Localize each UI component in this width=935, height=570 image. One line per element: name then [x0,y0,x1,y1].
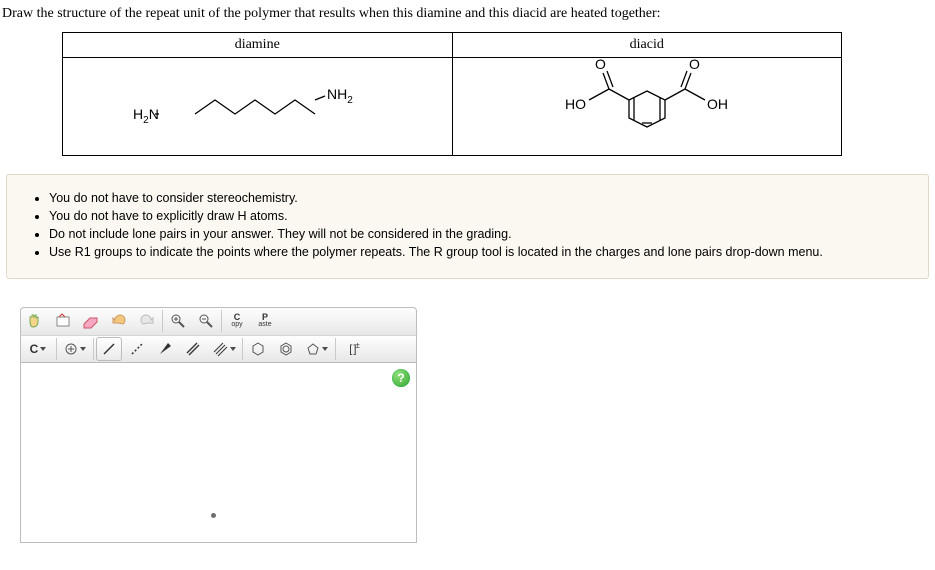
separator [93,338,94,360]
instructions-box: You do not have to consider stereochemis… [6,174,929,279]
instruction-item: You do not have to consider stereochemis… [49,189,916,207]
triple-bond-tool[interactable] [208,337,240,361]
bracket-icon: [ ]± [349,341,359,356]
monomer-table: diamine diacid H2N NH2 [62,32,842,156]
svg-text:O: O [595,56,606,72]
undo-tool[interactable] [106,309,132,333]
question-text: Draw the structure of the repeat unit of… [0,0,935,32]
eraser-tool[interactable] [78,309,104,333]
redo-icon [139,313,155,329]
diacid-header: diacid [452,33,842,58]
hand-tool[interactable] [22,309,48,333]
svg-text:HO: HO [565,96,586,112]
dashed-bond-tool[interactable] [124,337,150,361]
diacid-structure: O O HO OH [497,59,797,149]
eraser-icon [82,314,100,328]
toolbar-top: Copy Paste [20,307,417,335]
toolbar-bottom: C [ ]± [20,335,417,363]
undo-icon [111,313,127,329]
chevron-down-icon [40,347,46,351]
chevron-down-icon [80,347,86,351]
canvas-center-dot [211,513,216,518]
zoom-out-icon [198,313,214,329]
triple-bond-icon [212,341,228,357]
help-icon: ? [397,371,404,385]
help-button[interactable]: ? [392,369,410,387]
svg-text:H2N: H2N [133,106,159,126]
svg-text:O: O [689,56,700,72]
separator [242,338,243,360]
copy-tool[interactable]: Copy [224,309,250,333]
zoom-out-tool[interactable] [193,309,219,333]
svg-text:OH: OH [707,96,728,112]
instructions-list: You do not have to consider stereochemis… [49,189,916,262]
benzene-tool[interactable] [245,337,271,361]
charge-icon [64,342,78,356]
separator [162,310,163,332]
atom-picker[interactable]: C [22,337,54,361]
drawing-canvas[interactable]: ? [20,363,417,543]
copy-icon: Copy [231,313,242,329]
cyclohexane-icon [278,341,294,357]
wedge-bond-icon [157,341,173,357]
instruction-item: You do not have to explicitly draw H ato… [49,207,916,225]
diacid-cell: O O HO OH [452,58,842,156]
atom-label: C [30,342,39,356]
benzene-icon [250,341,266,357]
single-bond-tool[interactable] [96,337,122,361]
cyclohexane-tool[interactable] [273,337,299,361]
bracket-tool[interactable]: [ ]± [338,337,370,361]
diamine-header: diamine [63,33,453,58]
paste-tool[interactable]: Paste [252,309,278,333]
double-bond-icon [185,341,201,357]
structure-editor: Copy Paste C [20,307,417,543]
instruction-item: Do not include lone pairs in your answer… [49,225,916,243]
single-bond-icon [101,341,117,357]
dashed-bond-icon [129,341,145,357]
zoom-in-icon [170,313,186,329]
hand-icon [27,313,43,329]
redo-tool[interactable] [134,309,160,333]
paste-icon: Paste [258,313,271,329]
charge-lonepair-picker[interactable] [59,337,91,361]
separator [221,310,222,332]
open-icon [55,313,71,329]
chevron-down-icon [322,347,328,351]
double-bond-tool[interactable] [180,337,206,361]
diamine-cell: H2N NH2 [63,58,453,156]
svg-text:NH2: NH2 [327,86,353,106]
separator [335,338,336,360]
zoom-in-tool[interactable] [165,309,191,333]
ring-picker[interactable] [301,337,333,361]
cyclopentane-icon [306,342,320,356]
separator [56,338,57,360]
diamine-structure: H2N NH2 [107,74,407,134]
wedge-bond-tool[interactable] [152,337,178,361]
open-tool[interactable] [50,309,76,333]
chevron-down-icon [230,347,236,351]
instruction-item: Use R1 groups to indicate the points whe… [49,243,916,261]
